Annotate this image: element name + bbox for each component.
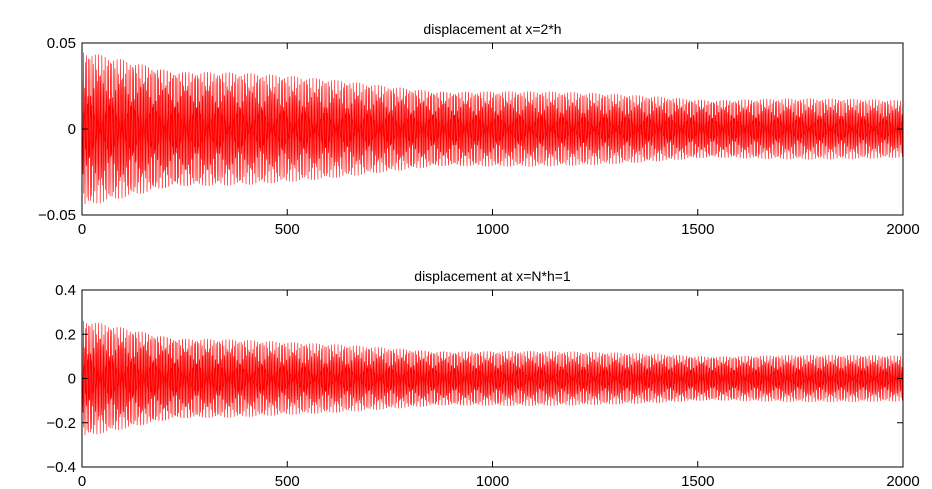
subplot-title: displacement at x=N*h=1 xyxy=(414,268,571,284)
x-tick-label: 1500 xyxy=(681,221,714,238)
y-tick-label: 0 xyxy=(68,121,76,138)
subplot-title: displacement at x=2*h xyxy=(423,21,561,37)
y-tick-label: 0.05 xyxy=(47,35,76,52)
y-tick-label: 0 xyxy=(68,371,76,388)
x-tick-label: 0 xyxy=(78,473,86,489)
y-tick-label: 0.4 xyxy=(55,282,76,299)
x-tick-label: 2000 xyxy=(886,473,919,489)
x-tick-label: 1000 xyxy=(476,473,509,489)
x-tick-label: 1500 xyxy=(681,473,714,489)
subplot-2: displacement at x=N*h=1 0 500 1000 1500 2000 −… xyxy=(46,268,919,489)
y-tick-label: 0.2 xyxy=(55,326,76,343)
x-tick-label: 2000 xyxy=(886,221,919,238)
series-line xyxy=(81,320,904,436)
x-tick-label: 1000 xyxy=(476,221,509,238)
x-tick-label: 0 xyxy=(78,221,86,238)
y-tick-label: −0.2 xyxy=(46,415,76,432)
y-tick-label: −0.4 xyxy=(46,459,76,476)
x-tick-label: 500 xyxy=(275,221,300,238)
series-line xyxy=(81,52,904,205)
x-tick-label: 500 xyxy=(275,473,300,489)
y-tick-label: −0.05 xyxy=(38,207,76,224)
subplot-1: displacement at x=2*h 0 500 1000 1500 2000 −0.… xyxy=(38,21,920,238)
